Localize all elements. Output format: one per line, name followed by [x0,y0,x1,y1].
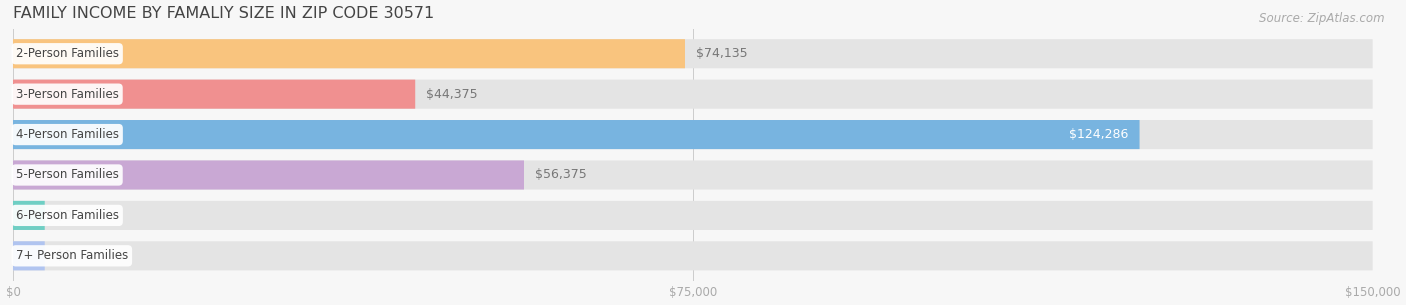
Text: $74,135: $74,135 [696,47,748,60]
FancyBboxPatch shape [13,120,1139,149]
Text: 6-Person Families: 6-Person Families [15,209,118,222]
Text: $124,286: $124,286 [1070,128,1129,141]
Text: 2-Person Families: 2-Person Families [15,47,118,60]
Text: $0: $0 [56,209,72,222]
FancyBboxPatch shape [13,120,1372,149]
Text: $56,375: $56,375 [534,168,586,181]
FancyBboxPatch shape [13,241,45,270]
Text: 3-Person Families: 3-Person Families [15,88,118,101]
FancyBboxPatch shape [13,201,1372,230]
FancyBboxPatch shape [13,241,1372,270]
Text: FAMILY INCOME BY FAMALIY SIZE IN ZIP CODE 30571: FAMILY INCOME BY FAMALIY SIZE IN ZIP COD… [13,5,434,20]
Text: 4-Person Families: 4-Person Families [15,128,118,141]
FancyBboxPatch shape [13,39,685,68]
Text: 5-Person Families: 5-Person Families [15,168,118,181]
Text: $0: $0 [56,249,72,262]
Text: $44,375: $44,375 [426,88,478,101]
FancyBboxPatch shape [13,160,524,189]
Text: Source: ZipAtlas.com: Source: ZipAtlas.com [1260,12,1385,25]
FancyBboxPatch shape [13,80,1372,109]
Text: 7+ Person Families: 7+ Person Families [15,249,128,262]
FancyBboxPatch shape [13,160,1372,189]
FancyBboxPatch shape [13,201,45,230]
FancyBboxPatch shape [13,80,415,109]
FancyBboxPatch shape [13,39,1372,68]
